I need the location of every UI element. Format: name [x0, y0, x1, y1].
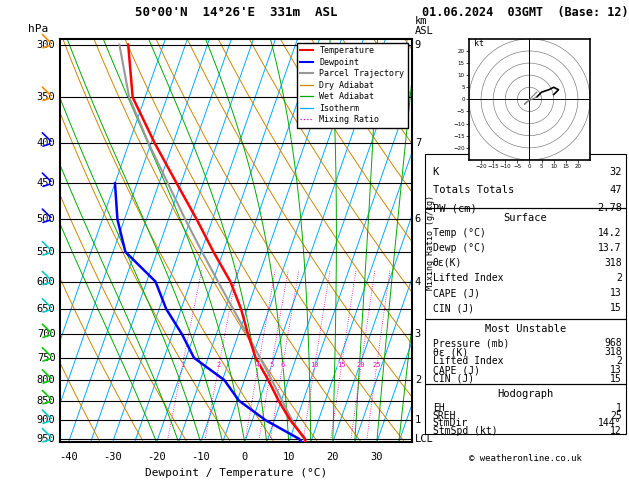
Text: 750: 750: [36, 353, 55, 363]
Text: 25: 25: [610, 411, 622, 420]
Text: SREH: SREH: [433, 411, 456, 420]
Text: StmSpd (kt): StmSpd (kt): [433, 426, 498, 435]
Text: 2: 2: [616, 356, 622, 366]
Text: 32: 32: [610, 167, 622, 177]
Text: 0: 0: [242, 452, 248, 462]
Text: 1: 1: [616, 403, 622, 413]
Text: 350: 350: [36, 92, 55, 103]
Text: 300: 300: [36, 40, 55, 50]
Text: 13.7: 13.7: [598, 243, 622, 253]
Text: Totals Totals: Totals Totals: [433, 185, 514, 195]
Bar: [425, 154, 626, 208]
Text: 2.78: 2.78: [597, 203, 622, 213]
Text: -40: -40: [59, 452, 78, 462]
Text: 01.06.2024  03GMT  (Base: 12): 01.06.2024 03GMT (Base: 12): [422, 6, 628, 19]
Text: 700: 700: [36, 330, 55, 339]
Text: km
ASL: km ASL: [415, 16, 434, 36]
Text: Hodograph: Hodograph: [497, 389, 554, 399]
Text: 50°00'N  14°26'E  331m  ASL: 50°00'N 14°26'E 331m ASL: [135, 6, 337, 19]
Text: LCL: LCL: [415, 434, 433, 444]
Text: 400: 400: [36, 138, 55, 148]
Text: CAPE (J): CAPE (J): [433, 288, 480, 298]
Text: Mixing Ratio (g/kg): Mixing Ratio (g/kg): [426, 195, 435, 291]
Text: 1: 1: [415, 415, 421, 425]
Bar: [425, 208, 626, 319]
Text: 15: 15: [610, 374, 622, 384]
Text: Pressure (mb): Pressure (mb): [433, 338, 509, 348]
Text: 25: 25: [372, 363, 381, 368]
Text: 6: 6: [415, 214, 421, 224]
Text: 30: 30: [370, 452, 383, 462]
Text: 144°: 144°: [598, 418, 622, 428]
Text: 47: 47: [610, 185, 622, 195]
Text: © weatheronline.co.uk: © weatheronline.co.uk: [469, 454, 582, 463]
Text: Temp (°C): Temp (°C): [433, 227, 486, 238]
Legend: Temperature, Dewpoint, Parcel Trajectory, Dry Adiabat, Wet Adiabat, Isotherm, Mi: Temperature, Dewpoint, Parcel Trajectory…: [297, 43, 408, 128]
Text: Most Unstable: Most Unstable: [484, 324, 566, 334]
Text: 13: 13: [610, 288, 622, 298]
Text: 2: 2: [217, 363, 221, 368]
Text: 13: 13: [610, 365, 622, 375]
Text: -10: -10: [191, 452, 210, 462]
Text: 968: 968: [604, 338, 622, 348]
Text: CAPE (J): CAPE (J): [433, 365, 480, 375]
Text: 1: 1: [181, 363, 184, 368]
Text: 15: 15: [610, 303, 622, 313]
Text: 5: 5: [269, 363, 274, 368]
Text: 800: 800: [36, 375, 55, 385]
Text: 3: 3: [415, 330, 421, 339]
Text: 318: 318: [604, 258, 622, 268]
Text: 900: 900: [36, 415, 55, 425]
Text: kt: kt: [474, 39, 484, 48]
Text: hPa: hPa: [28, 24, 48, 34]
Text: -20: -20: [147, 452, 166, 462]
Text: Dewp (°C): Dewp (°C): [433, 243, 486, 253]
Text: 550: 550: [36, 247, 55, 257]
Text: 2: 2: [415, 375, 421, 385]
Text: 600: 600: [36, 277, 55, 287]
Text: 10: 10: [282, 452, 295, 462]
Bar: [425, 319, 626, 384]
Text: Lifted Index: Lifted Index: [433, 356, 503, 366]
Text: 7: 7: [415, 138, 421, 148]
Text: 12: 12: [610, 426, 622, 435]
Text: 20: 20: [326, 452, 339, 462]
Text: 500: 500: [36, 214, 55, 224]
Text: 4: 4: [256, 363, 260, 368]
Text: 2: 2: [616, 273, 622, 283]
Text: -30: -30: [103, 452, 122, 462]
Text: 850: 850: [36, 396, 55, 406]
Text: 10: 10: [311, 363, 319, 368]
Text: Surface: Surface: [503, 213, 547, 224]
Text: 650: 650: [36, 304, 55, 314]
Text: 6: 6: [281, 363, 285, 368]
Text: StmDir: StmDir: [433, 418, 468, 428]
Text: 4: 4: [415, 277, 421, 287]
Text: 14.2: 14.2: [598, 227, 622, 238]
Text: Lifted Index: Lifted Index: [433, 273, 503, 283]
Text: PW (cm): PW (cm): [433, 203, 476, 213]
Text: 15: 15: [337, 363, 346, 368]
Text: Dewpoint / Temperature (°C): Dewpoint / Temperature (°C): [145, 469, 327, 479]
Text: 9: 9: [415, 40, 421, 50]
Text: CIN (J): CIN (J): [433, 303, 474, 313]
Bar: [425, 384, 626, 434]
Text: K: K: [433, 167, 439, 177]
Text: θε(K): θε(K): [433, 258, 462, 268]
Text: 450: 450: [36, 178, 55, 188]
Text: 950: 950: [36, 434, 55, 444]
Text: CIN (J): CIN (J): [433, 374, 474, 384]
Text: 318: 318: [604, 347, 622, 357]
Text: θε (K): θε (K): [433, 347, 468, 357]
Text: 20: 20: [357, 363, 365, 368]
Text: EH: EH: [433, 403, 444, 413]
